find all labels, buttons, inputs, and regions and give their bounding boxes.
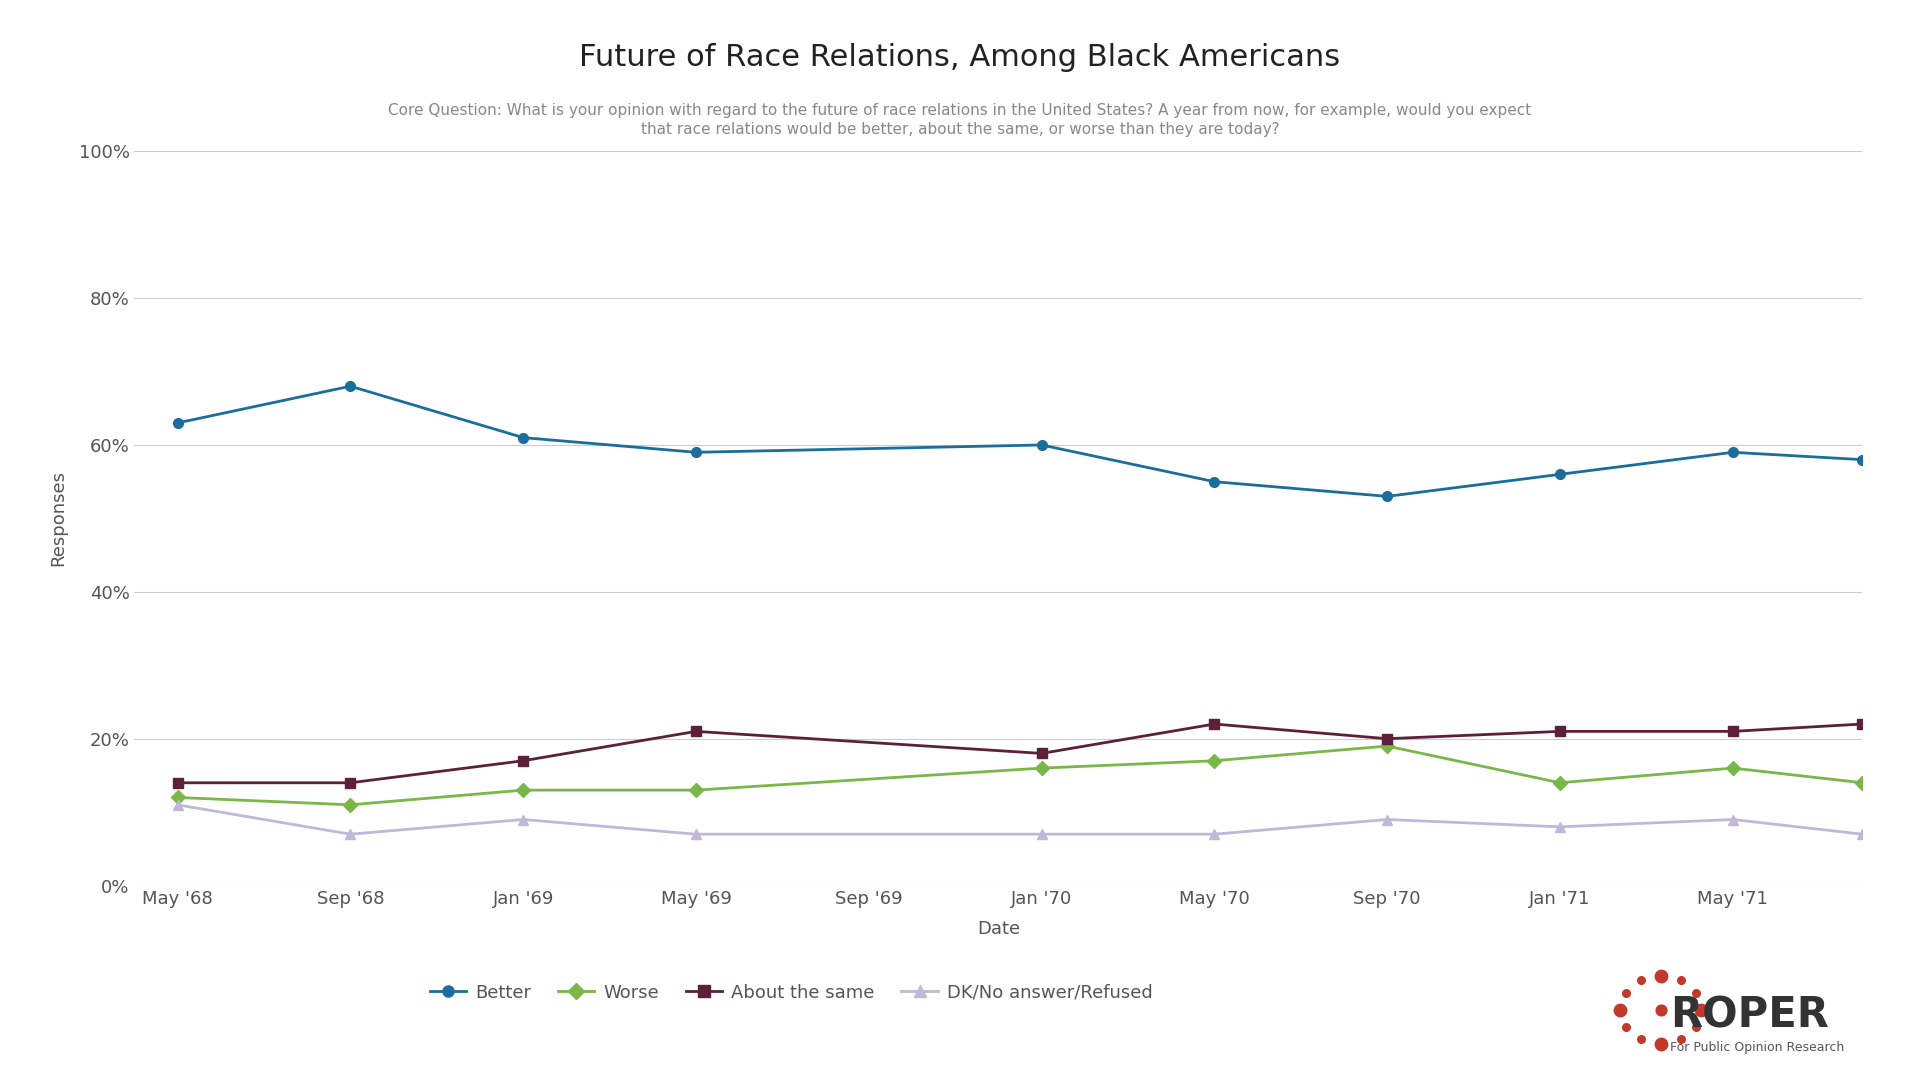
Point — [1624, 1030, 1655, 1048]
Legend: Better, Worse, About the same, DK/No answer/Refused: Better, Worse, About the same, DK/No ans… — [422, 976, 1160, 1009]
Text: Future of Race Relations, Among Black Americans: Future of Race Relations, Among Black Am… — [580, 43, 1340, 72]
Point — [1645, 1001, 1676, 1018]
Point — [1686, 1001, 1716, 1018]
Point — [1680, 984, 1711, 1001]
Point — [1667, 972, 1697, 989]
Point — [1611, 984, 1642, 1001]
Text: Core Question: What is your opinion with regard to the future of race relations : Core Question: What is your opinion with… — [388, 103, 1532, 137]
Point — [1645, 1035, 1676, 1052]
Point — [1680, 1018, 1711, 1036]
Point — [1611, 1018, 1642, 1036]
Text: ROPER: ROPER — [1670, 995, 1830, 1036]
Y-axis label: Responses: Responses — [50, 471, 67, 566]
Point — [1667, 1030, 1697, 1048]
X-axis label: Date: Date — [977, 919, 1020, 937]
Point — [1605, 1001, 1636, 1018]
Point — [1645, 968, 1676, 985]
Point — [1624, 972, 1655, 989]
Text: For Public Opinion Research: For Public Opinion Research — [1670, 1041, 1845, 1054]
